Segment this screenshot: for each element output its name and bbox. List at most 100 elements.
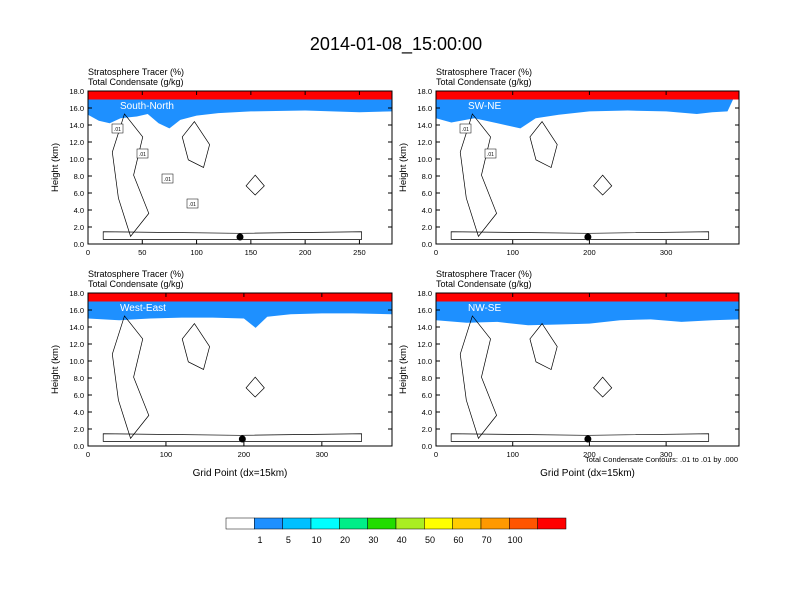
y-tick-label: 16.0	[69, 104, 84, 113]
colorbar-label: 20	[340, 535, 350, 545]
panel-title-line1: Stratosphere Tracer (%)	[88, 269, 184, 279]
colorbar-swatch	[395, 517, 425, 530]
tracer-band	[436, 293, 739, 302]
contour-line	[593, 174, 613, 196]
contour-line	[111, 315, 150, 440]
colorbar-label: 10	[312, 535, 322, 545]
contour-label: .01	[139, 152, 146, 158]
x-tick-label: 300	[660, 450, 673, 459]
panel-title-line2: Total Condensate (g/kg)	[88, 279, 184, 289]
contour-label-box	[459, 123, 472, 134]
colorbar-swatch	[339, 517, 368, 530]
x-tick-label: 300	[316, 450, 329, 459]
y-tick-label: 0.0	[74, 240, 84, 249]
x-tick-label: 150	[245, 248, 258, 257]
y-tick-label: 6.0	[422, 391, 432, 400]
plot-area	[436, 91, 739, 244]
y-tick-label: 0.0	[422, 442, 432, 451]
tracer-band	[88, 293, 392, 328]
y-tick-label: 4.0	[74, 408, 84, 417]
panel-title-line1: Stratosphere Tracer (%)	[436, 67, 532, 77]
y-tick-label: 16.0	[417, 306, 432, 315]
colorbar-label: 50	[425, 535, 435, 545]
y-tick-label: 6.0	[422, 189, 432, 198]
panel-title-line2: Total Condensate (g/kg)	[436, 77, 532, 87]
colorbar-swatch	[367, 517, 397, 530]
colorbar-label: 40	[397, 535, 407, 545]
contour-line	[450, 433, 710, 442]
colorbar-swatch	[254, 517, 283, 530]
condensate-contours	[102, 113, 362, 240]
condensate-contours	[450, 113, 710, 240]
colorbar-swatch	[310, 517, 340, 530]
panel-0: Stratosphere Tracer (%)Total Condensate …	[50, 67, 393, 257]
y-axis-label: Height (km)	[398, 345, 409, 394]
y-tick-label: 8.0	[74, 374, 84, 383]
y-tick-label: 8.0	[422, 172, 432, 181]
y-axis-label: Height (km)	[398, 143, 409, 192]
y-tick-label: 6.0	[74, 189, 84, 198]
axes-frame	[435, 292, 740, 447]
colorbar-label: 100	[507, 535, 522, 545]
contour-label-box	[484, 148, 497, 159]
colorbar-swatch	[282, 517, 312, 530]
x-tick-label: 100	[160, 450, 173, 459]
y-tick-label: 14.0	[417, 121, 432, 130]
plot-area	[88, 293, 392, 446]
x-tick-label: 0	[86, 248, 90, 257]
x-tick-label: 250	[353, 248, 366, 257]
y-tick-label: 2.0	[74, 223, 84, 232]
contour-line	[459, 113, 497, 238]
colorbar-label: 5	[286, 535, 291, 545]
tracer-band	[436, 91, 739, 100]
tracer-band	[88, 293, 392, 302]
panel-label: SW-NE	[468, 101, 501, 112]
condensate-contours	[102, 315, 362, 442]
contour-label: .01	[462, 127, 469, 133]
y-tick-label: 12.0	[417, 340, 432, 349]
x-axis-label: Grid Point (dx=15km)	[193, 468, 288, 479]
panel-label: NW-SE	[468, 303, 501, 314]
y-tick-label: 8.0	[422, 374, 432, 383]
contour-label: .01	[487, 152, 494, 158]
colorbar-swatch	[424, 517, 453, 530]
contour-line	[245, 174, 265, 196]
y-tick-label: 18.0	[69, 289, 84, 298]
contour-label-box	[186, 198, 199, 209]
y-tick-label: 2.0	[74, 425, 84, 434]
tracer-band	[88, 91, 392, 129]
y-tick-label: 4.0	[422, 408, 432, 417]
x-tick-label: 0	[434, 450, 438, 459]
contour-line	[529, 323, 558, 371]
contour-line	[102, 231, 362, 240]
y-tick-label: 6.0	[74, 391, 84, 400]
tracer-band	[88, 91, 392, 100]
colorbar-label: 70	[482, 535, 492, 545]
contour-footnote: Total Condensate Contours: .01 to .01 by…	[585, 455, 738, 464]
contour-label: .01	[189, 202, 196, 208]
axes-frame	[87, 90, 393, 245]
y-tick-label: 14.0	[417, 323, 432, 332]
panel-2: Stratosphere Tracer (%)Total Condensate …	[50, 269, 393, 479]
x-tick-label: 100	[506, 248, 519, 257]
plot-area	[436, 293, 739, 446]
y-tick-label: 12.0	[69, 138, 84, 147]
y-axis-label: Height (km)	[50, 345, 61, 394]
x-tick-label: 200	[299, 248, 312, 257]
y-tick-label: 14.0	[69, 323, 84, 332]
y-tick-label: 4.0	[422, 206, 432, 215]
x-tick-label: 50	[138, 248, 146, 257]
contour-line	[111, 113, 150, 238]
colorbar: 1 5 10 20 30 40 50 60 70 100	[225, 517, 567, 545]
panel-label: West-East	[120, 303, 166, 314]
y-tick-label: 16.0	[417, 104, 432, 113]
x-tick-label: 200	[238, 450, 251, 459]
y-tick-label: 10.0	[69, 357, 84, 366]
colorbar-label: 30	[368, 535, 378, 545]
location-marker	[584, 233, 592, 241]
y-tick-label: 12.0	[417, 138, 432, 147]
location-marker	[584, 435, 592, 443]
colorbar-swatch	[509, 517, 538, 530]
y-tick-label: 16.0	[69, 306, 84, 315]
